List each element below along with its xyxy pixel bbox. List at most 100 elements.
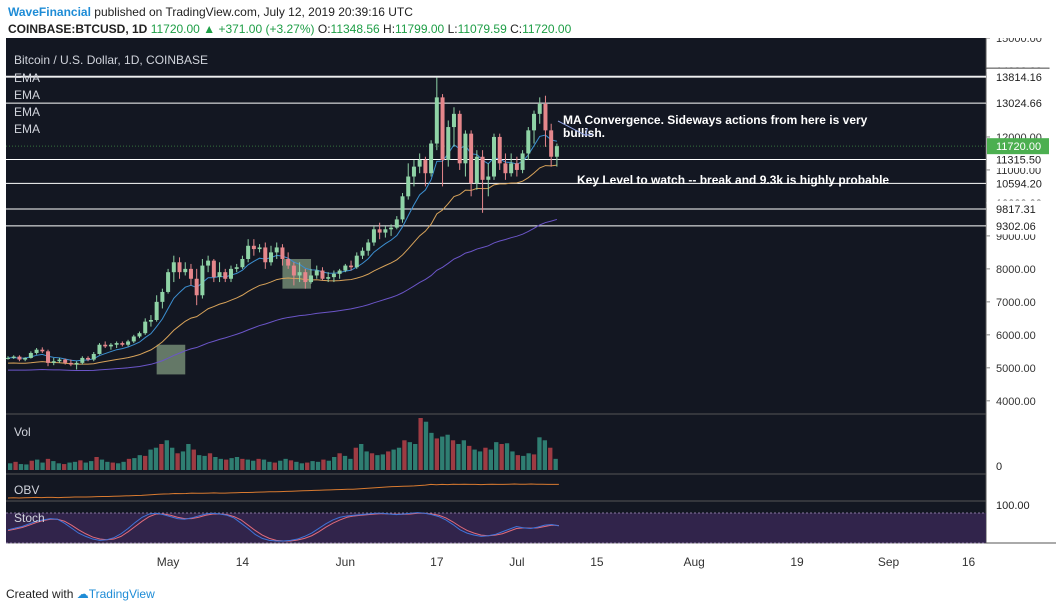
volume-bar <box>423 421 429 470</box>
volume-bar <box>40 462 45 470</box>
candle-body <box>240 258 245 268</box>
volume-zero-label: 0 <box>996 461 1002 473</box>
candle-body <box>491 136 497 177</box>
volume-bar <box>531 454 537 470</box>
level-tag <box>986 68 1050 86</box>
price-tick-label: 6000.00 <box>996 330 1036 342</box>
close-value: 11720.00 <box>522 22 572 36</box>
volume-bar <box>402 440 407 470</box>
candle-body <box>86 357 91 360</box>
candle-body <box>5 357 11 359</box>
volume-bar <box>326 460 331 470</box>
key-levels <box>6 75 986 227</box>
volume-bar <box>315 461 321 470</box>
volume-bars <box>8 418 558 470</box>
volume-bar <box>407 442 412 470</box>
publisher-name[interactable]: WaveFinancial <box>8 5 91 19</box>
volume-bar <box>13 461 18 470</box>
candle-body <box>429 143 434 174</box>
volume-bar <box>143 455 148 470</box>
volume-bar <box>170 447 175 470</box>
time-tick-label: 16 <box>962 555 976 569</box>
last-price-tag <box>987 138 1049 155</box>
volume-bar <box>553 458 558 470</box>
volume-bar <box>418 418 423 470</box>
candle-body <box>91 353 96 360</box>
volume-bar <box>342 455 348 470</box>
candle-body <box>480 156 485 180</box>
volume-bar <box>99 459 105 470</box>
obv-pane-title: OBV <box>14 483 39 497</box>
candle-body <box>74 362 79 365</box>
level-tag <box>986 217 1050 235</box>
arrow-head-icon <box>584 128 593 136</box>
volume-bar <box>348 458 353 470</box>
chart-title: Bitcoin / U.S. Dollar, 1D, COINBASE <box>14 53 208 67</box>
chart-canvas[interactable]: 4000.005000.006000.007000.008000.009000.… <box>0 38 1060 583</box>
candle-body <box>228 268 233 279</box>
volume-bar <box>429 432 434 470</box>
volume-bar <box>116 463 121 470</box>
candle-body <box>160 291 165 302</box>
time-axis-ticks: May 14 Jun 17 Jul 15 Aug 19 Sep 16 <box>157 555 976 569</box>
volume-bar <box>337 453 342 470</box>
candle-body <box>206 260 211 266</box>
candle-body <box>63 359 68 363</box>
stoch-top-label: 100.00 <box>996 500 1030 512</box>
candle-body <box>234 267 239 269</box>
candle-body <box>532 113 537 131</box>
volume-bar <box>132 458 137 470</box>
candle-body <box>114 343 119 345</box>
volume-bar <box>245 459 250 470</box>
candle-body <box>80 357 85 363</box>
candle-body <box>246 245 251 259</box>
indicator-ema-1[interactable]: EMA <box>14 71 40 85</box>
indicator-ema-2[interactable]: EMA <box>14 88 40 102</box>
candle-body <box>497 136 502 164</box>
volume-bar <box>413 444 418 470</box>
volume-bar <box>213 457 218 470</box>
candle-body <box>280 247 285 259</box>
symbol-label: COINBASE:BTCUSD, 1D <box>8 22 148 36</box>
volume-bar <box>51 461 56 470</box>
candle-body <box>526 130 531 154</box>
tradingview-brand[interactable]: TradingView <box>88 587 155 601</box>
volume-bar <box>472 449 477 470</box>
volume-bar <box>148 449 153 470</box>
volume-bar <box>434 438 439 470</box>
time-tick-label: May <box>157 555 180 569</box>
price-tick-label: 5000.00 <box>996 363 1036 375</box>
volume-bar <box>499 444 504 470</box>
candle-body <box>343 265 348 271</box>
last-price-tag-label: 11720.00 <box>996 141 1041 153</box>
volume-bar <box>364 451 369 470</box>
open-value: 11348.56 <box>330 22 380 36</box>
level-tag <box>986 94 1050 112</box>
candle-body <box>354 255 359 268</box>
candle-body <box>23 357 28 360</box>
volume-bar <box>440 436 445 470</box>
candle-body <box>11 356 16 358</box>
candle-body <box>51 361 56 363</box>
candle-body <box>217 272 222 278</box>
candle-body <box>331 273 336 278</box>
volume-bar <box>105 461 110 470</box>
indicator-ema-4[interactable]: EMA <box>14 122 40 136</box>
tradingview-logo-icon[interactable]: ☁ <box>76 587 89 601</box>
volume-bar <box>94 457 99 470</box>
time-tick-label: 15 <box>590 555 604 569</box>
candle-body <box>309 275 314 283</box>
candle-body <box>120 343 125 345</box>
volume-bar <box>321 459 326 470</box>
volume-bar <box>218 458 223 470</box>
volume-bar <box>153 447 159 470</box>
volume-bar <box>121 461 126 470</box>
volume-bar <box>251 460 256 470</box>
volume-bar <box>89 461 94 470</box>
indicator-ema-3[interactable]: EMA <box>14 105 40 119</box>
candle-body <box>423 160 428 174</box>
candle-body <box>194 278 199 296</box>
highlight-zone <box>156 344 186 375</box>
volume-bar <box>186 444 191 470</box>
price-change: +371.00 (+3.27%) <box>218 22 315 36</box>
